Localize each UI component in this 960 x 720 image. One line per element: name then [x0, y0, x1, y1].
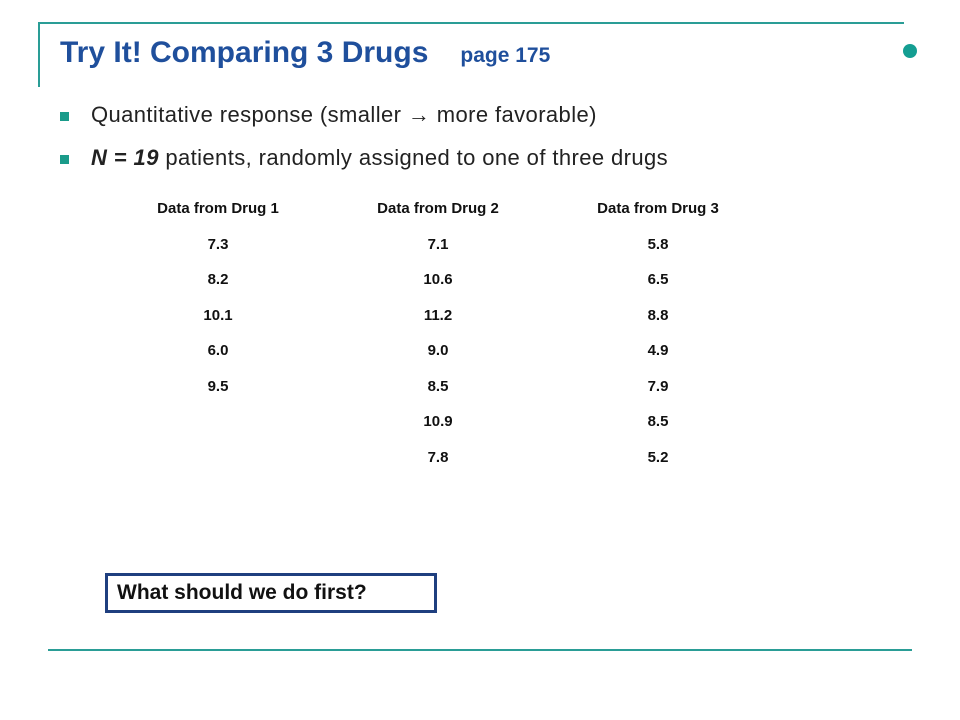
bullet-item: N = 19 patients, randomly assigned to on… — [60, 145, 668, 188]
bullet-square-icon — [60, 155, 69, 164]
corner-dot — [903, 44, 917, 58]
column-header: Data from Drug 2 — [377, 200, 499, 217]
bullet-list: Quantitative response (smaller → more fa… — [60, 102, 668, 188]
table-cell: 10.9 — [423, 413, 453, 430]
table-header-row: Data from Drug 1 Data from Drug 2 Data f… — [108, 200, 768, 236]
table-cell: 7.8 — [427, 448, 449, 466]
bottom-frame-line — [48, 649, 912, 651]
table-cell: 7.1 — [427, 235, 449, 253]
bullet-text: patients, randomly assigned to one of th… — [158, 145, 669, 170]
column-header: Data from Drug 1 — [157, 200, 279, 217]
bullet-square-icon — [60, 112, 69, 121]
column-header: Data from Drug 3 — [597, 200, 719, 217]
table-row: 7.8 5.2 — [108, 449, 768, 485]
table-cell: 10.1 — [203, 306, 233, 324]
bullet-text: Quantitative response (smaller → more fa… — [91, 102, 597, 127]
title-text: Try It! Comparing 3 Drugs — [60, 36, 429, 69]
drug-data-table: Data from Drug 1 Data from Drug 2 Data f… — [108, 200, 768, 484]
table-cell: 9.5 — [207, 377, 229, 395]
table-cell: 4.9 — [647, 342, 669, 359]
bullet-item: Quantitative response (smaller → more fa… — [60, 102, 668, 145]
table-cell: 6.0 — [207, 342, 229, 359]
table-row: 9.5 8.5 7.9 — [108, 378, 768, 414]
table-cell: 8.5 — [647, 413, 669, 430]
table-cell: 8.5 — [427, 377, 449, 395]
left-frame-line — [38, 22, 40, 87]
table-cell: 7.3 — [207, 235, 229, 253]
table-cell: 5.8 — [647, 235, 669, 253]
table-row: 6.0 9.0 4.9 — [108, 342, 768, 378]
table-row: 10.9 8.5 — [108, 413, 768, 449]
table-row: 7.3 7.1 5.8 — [108, 236, 768, 272]
table-cell: 11.2 — [423, 306, 453, 324]
table-cell: 6.5 — [647, 271, 669, 288]
table-cell: 7.9 — [647, 377, 669, 395]
page-reference: page 175 — [460, 44, 551, 67]
question-box: What should we do first? — [105, 573, 437, 613]
table-cell: 8.8 — [647, 306, 669, 324]
table-cell: 9.0 — [427, 342, 449, 359]
table-cell: 5.2 — [647, 448, 669, 466]
slide-title: Try It! Comparing 3 Drugs page 175 — [60, 36, 550, 70]
table-row: 10.1 11.2 8.8 — [108, 307, 768, 343]
table-cell: 10.6 — [423, 271, 453, 288]
top-frame-line — [38, 22, 904, 24]
bullet-emphasis: N = 19 — [91, 145, 159, 170]
table-cell: 8.2 — [207, 271, 229, 288]
table-row: 8.2 10.6 6.5 — [108, 271, 768, 307]
